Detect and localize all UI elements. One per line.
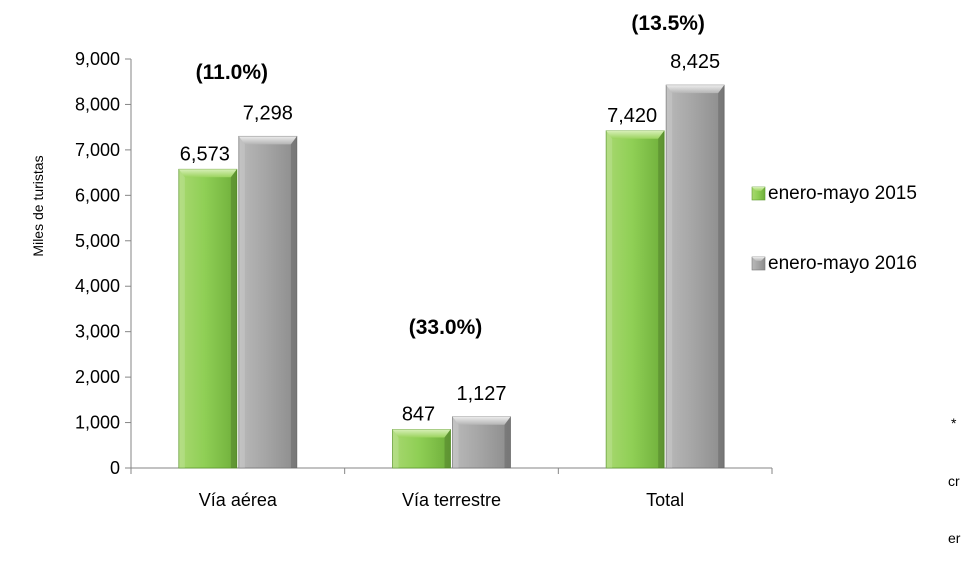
x-tick-label: Total (646, 490, 684, 510)
growth-label: (11.0%) (196, 61, 268, 84)
bar-chart: Miles de turistas 0 1,000 2,000 3,000 4,000 5… (30, 12, 917, 510)
y-tick-label: 0 (110, 458, 120, 478)
data-label-2016: 1,127 (456, 383, 506, 405)
bar-bevel-top (392, 429, 451, 438)
y-axis-title: Miles de turistas (30, 155, 46, 256)
y-tick-label: 6,000 (75, 185, 120, 205)
legend: enero-mayo 2015 enero-mayo 2016 (751, 183, 917, 274)
y-tick-label: 5,000 (75, 231, 120, 251)
x-axis: Vía aérea Vía terrestre Total (130, 467, 773, 510)
data-label-2015: 847 (402, 404, 435, 426)
bar-2016-1 (452, 416, 511, 469)
bar-bevel-top (178, 169, 237, 178)
data-label-2015: 6,573 (180, 143, 230, 165)
bar-bevel-top (666, 85, 725, 94)
legend-label: enero-mayo 2015 (768, 183, 917, 204)
y-tick-label: 7,000 (75, 140, 120, 160)
legend-swatch-bevel (752, 187, 765, 191)
bar-bevel-side (718, 85, 725, 468)
growth-label: (33.0%) (409, 316, 483, 339)
bar-body (238, 135, 298, 469)
bar-body (605, 130, 665, 469)
bar-bevel-left (606, 130, 613, 468)
bar-bevel-side (504, 416, 511, 468)
y-axis: 0 1,000 2,000 3,000 4,000 5,000 6,000 7,000 8,00… (75, 49, 132, 478)
y-tick-label: 1,000 (75, 413, 120, 433)
bar-bevel-side (290, 136, 297, 469)
bar-body (452, 416, 511, 469)
bar-2016-2 (665, 84, 725, 469)
bar-bevel-side (658, 130, 665, 468)
bar-bevel-left (178, 169, 185, 468)
y-tick-label: 2,000 (75, 367, 120, 387)
legend-swatch-bevel (752, 257, 765, 261)
bars (178, 84, 725, 469)
bar-2015-0 (178, 168, 238, 469)
bar-bevel-top (238, 136, 297, 145)
growth-label: (13.5%) (631, 12, 705, 35)
y-tick-label: 8,000 (75, 94, 120, 114)
bar-2015-1 (392, 429, 451, 469)
bar-body (665, 84, 725, 469)
bar-bevel-side (444, 429, 451, 468)
bar-bevel-left (392, 429, 399, 468)
bar-bevel-left (452, 416, 459, 468)
bar-2015-2 (605, 130, 665, 469)
bar-2016-0 (238, 135, 298, 469)
bar-bevel-top (606, 130, 665, 139)
bar-bevel-left (666, 85, 673, 468)
bar-bevel-side (230, 169, 237, 468)
legend-item-2015: enero-mayo 2015 (751, 183, 917, 204)
footnote-line-1: * (951, 415, 957, 431)
legend-item-2016: enero-mayo 2016 (751, 253, 917, 274)
footnote-fragment: * cr er (948, 376, 961, 567)
legend-label: enero-mayo 2016 (768, 253, 917, 274)
bar-bevel-left (238, 136, 245, 469)
bar-bevel-top (452, 416, 511, 425)
footnote-line-2: cr (948, 473, 960, 489)
y-tick-label: 9,000 (75, 49, 120, 69)
data-label-2015: 7,420 (607, 105, 657, 127)
y-tick-label: 4,000 (75, 276, 120, 296)
data-label-2016: 8,425 (670, 51, 720, 73)
x-tick-label: Vía aérea (199, 490, 278, 510)
bar-body (178, 168, 238, 469)
data-label-2016: 7,298 (243, 102, 293, 124)
data-labels: 6,573 7,298 (11.0%) 847 1,127 (33.0%) 7,420 8,4… (180, 12, 720, 426)
footnote-line-3: er (948, 530, 961, 546)
x-tick-label: Vía terrestre (402, 490, 501, 510)
y-tick-label: 3,000 (75, 322, 120, 342)
